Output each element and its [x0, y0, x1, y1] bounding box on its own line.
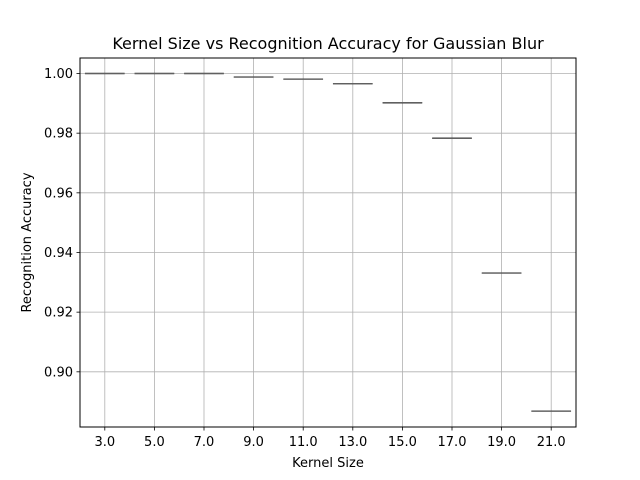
- plot-area-frame: [79, 57, 577, 428]
- y-axis-label: Recognition Accuracy: [20, 172, 35, 312]
- y-tick-label: 0.98: [44, 127, 73, 142]
- x-tick-label: 11.0: [289, 435, 318, 450]
- x-tick-label: 21.0: [537, 435, 566, 450]
- x-tick-label: 5.0: [144, 435, 165, 450]
- y-tick-label: 0.94: [44, 246, 73, 261]
- y-tick-label: 1.00: [44, 67, 73, 82]
- x-tick-label: 19.0: [487, 435, 516, 450]
- y-axis: 0.90 0.92 0.94 0.96 0.98 1.00: [44, 67, 80, 380]
- x-tick-label: 15.0: [388, 435, 417, 450]
- y-tick-label: 0.90: [44, 365, 73, 380]
- x-axis: 3.0 5.0 7.0 9.0 11.0 13.0 15.0 17.0 19.0 21.0: [94, 427, 566, 450]
- x-axis-label: Kernel Size: [292, 456, 364, 471]
- y-tick-label: 0.92: [44, 306, 73, 321]
- x-tick-label: 7.0: [194, 435, 215, 450]
- chart-title: Kernel Size vs Recognition Accuracy for …: [112, 34, 544, 53]
- box-plot-series: [84, 72, 572, 412]
- x-tick-label: 13.0: [338, 435, 367, 450]
- x-tick-label: 17.0: [438, 435, 467, 450]
- x-tick-label: 9.0: [243, 435, 264, 450]
- y-tick-label: 0.96: [44, 186, 73, 201]
- x-tick-label: 3.0: [94, 435, 115, 450]
